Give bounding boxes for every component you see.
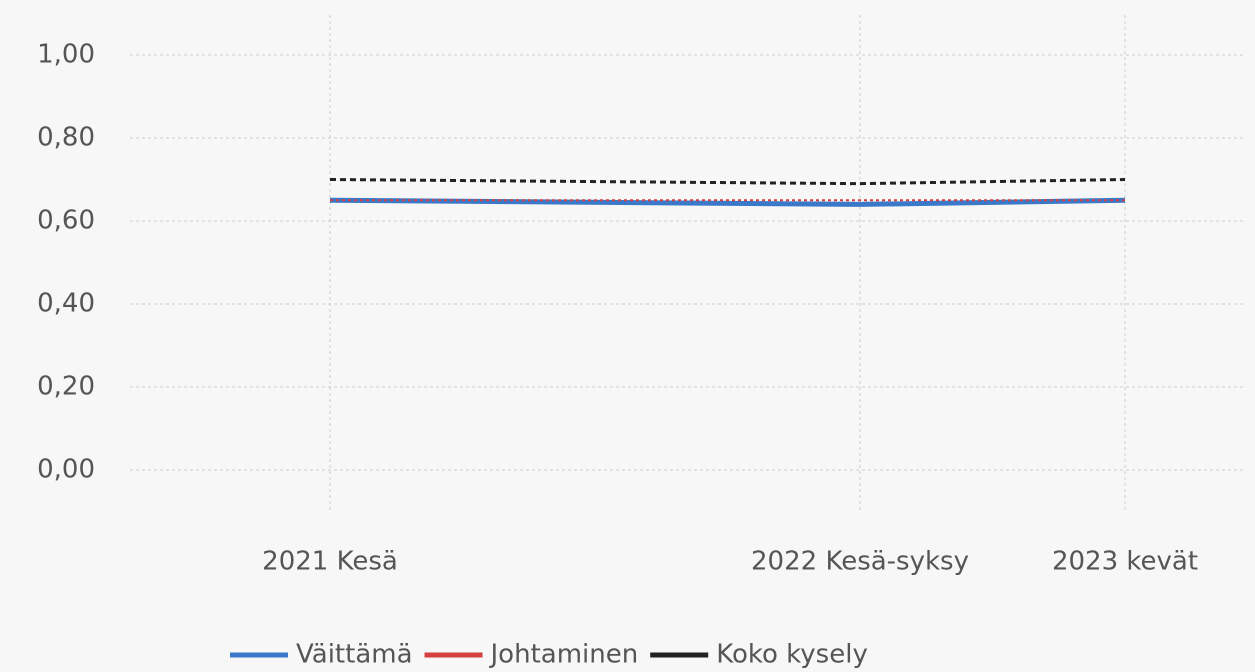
series-line: [329, 197, 1126, 207]
x-tick-label: 2022 Kesä-syksy: [751, 547, 969, 577]
x-tick-label: 2021 Kesä: [262, 547, 398, 577]
x-tick-label: 2023 kevät: [1052, 547, 1198, 577]
legend-label: Koko kysely: [716, 640, 868, 670]
y-tick-label: 0,80: [37, 123, 95, 153]
y-tick-label: 0,60: [37, 206, 95, 236]
y-tick-label: 0,40: [37, 289, 95, 319]
y-tick-label: 1,00: [37, 40, 95, 70]
series-line: [329, 178, 1126, 186]
y-tick-label: 0,00: [37, 455, 95, 485]
legend-label: Johtaminen: [489, 640, 639, 670]
legend-label: Väittämä: [296, 640, 413, 670]
y-tick-label: 0,20: [37, 372, 95, 402]
